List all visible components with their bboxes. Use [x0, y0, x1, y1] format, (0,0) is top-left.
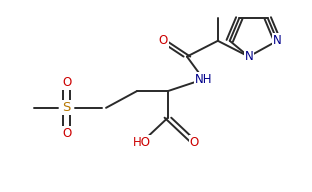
Text: O: O	[62, 127, 71, 140]
Text: NH: NH	[195, 73, 212, 86]
Text: O: O	[158, 34, 168, 47]
Text: O: O	[189, 136, 199, 149]
Text: S: S	[63, 101, 71, 114]
Text: HO: HO	[133, 136, 151, 149]
Text: O: O	[62, 76, 71, 89]
Text: N: N	[273, 34, 282, 47]
Text: N: N	[244, 50, 253, 63]
